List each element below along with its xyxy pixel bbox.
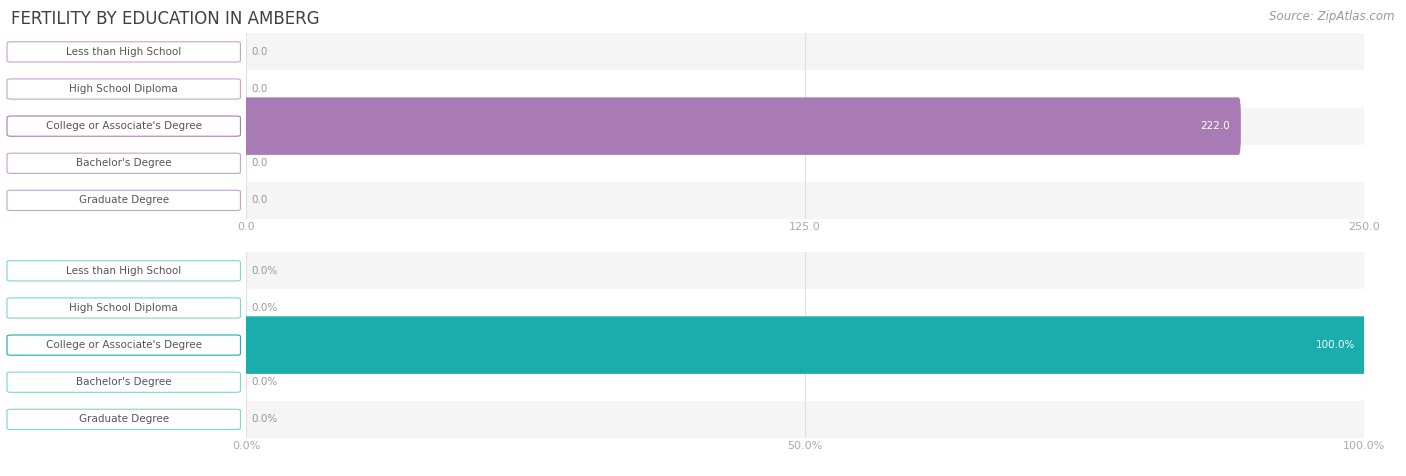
Text: Graduate Degree: Graduate Degree xyxy=(79,195,169,206)
FancyBboxPatch shape xyxy=(243,98,1241,155)
Bar xyxy=(246,327,1364,364)
Text: Less than High School: Less than High School xyxy=(66,266,181,276)
Text: College or Associate's Degree: College or Associate's Degree xyxy=(46,121,201,131)
Text: High School Diploma: High School Diploma xyxy=(69,84,179,94)
Text: College or Associate's Degree: College or Associate's Degree xyxy=(46,340,201,350)
Text: Bachelor's Degree: Bachelor's Degree xyxy=(76,158,172,169)
FancyBboxPatch shape xyxy=(240,317,1369,374)
Bar xyxy=(246,289,1364,327)
Text: FERTILITY BY EDUCATION IN AMBERG: FERTILITY BY EDUCATION IN AMBERG xyxy=(11,10,321,28)
Text: 0.0: 0.0 xyxy=(252,195,269,206)
Text: 0.0: 0.0 xyxy=(252,158,269,169)
Bar xyxy=(246,145,1364,182)
Bar xyxy=(246,252,1364,289)
Text: Source: ZipAtlas.com: Source: ZipAtlas.com xyxy=(1270,10,1395,22)
Bar xyxy=(246,401,1364,438)
Text: 100.0%: 100.0% xyxy=(1316,340,1355,350)
Bar xyxy=(246,70,1364,108)
Text: 0.0: 0.0 xyxy=(252,47,269,57)
Text: 222.0: 222.0 xyxy=(1199,121,1230,131)
Bar xyxy=(246,364,1364,401)
Text: 0.0%: 0.0% xyxy=(252,266,278,276)
Text: 0.0%: 0.0% xyxy=(252,303,278,313)
Text: Graduate Degree: Graduate Degree xyxy=(79,414,169,425)
Text: High School Diploma: High School Diploma xyxy=(69,303,179,313)
Bar xyxy=(246,108,1364,145)
Text: 0.0%: 0.0% xyxy=(252,414,278,425)
Text: 0.0: 0.0 xyxy=(252,84,269,94)
Bar xyxy=(246,33,1364,70)
Text: 0.0%: 0.0% xyxy=(252,377,278,387)
Text: Bachelor's Degree: Bachelor's Degree xyxy=(76,377,172,387)
Bar xyxy=(246,182,1364,219)
Text: Less than High School: Less than High School xyxy=(66,47,181,57)
